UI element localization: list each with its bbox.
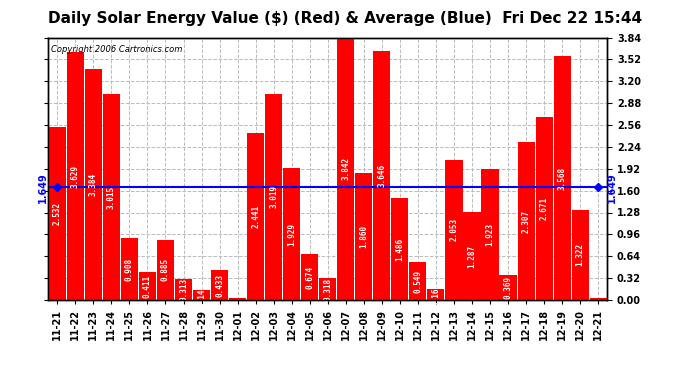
Bar bbox=[427, 288, 444, 300]
Text: Daily Solar Energy Value ($) (Red) & Average (Blue)  Fri Dec 22 15:44: Daily Solar Energy Value ($) (Red) & Ave… bbox=[48, 11, 642, 26]
Bar bbox=[103, 94, 120, 300]
Bar bbox=[85, 69, 102, 300]
Text: 0.674: 0.674 bbox=[305, 266, 314, 288]
Text: 1.649: 1.649 bbox=[607, 172, 617, 202]
Text: 3.015: 3.015 bbox=[107, 185, 116, 209]
Bar bbox=[175, 279, 192, 300]
Text: 3.646: 3.646 bbox=[377, 164, 386, 187]
Bar bbox=[590, 298, 607, 300]
Text: 1.860: 1.860 bbox=[359, 225, 368, 248]
Text: 2.671: 2.671 bbox=[540, 197, 549, 220]
Text: 1.287: 1.287 bbox=[468, 244, 477, 268]
Text: 0.369: 0.369 bbox=[504, 276, 513, 299]
Text: 3.384: 3.384 bbox=[89, 173, 98, 196]
Text: 2.053: 2.053 bbox=[449, 218, 458, 242]
Text: 3.842: 3.842 bbox=[342, 157, 351, 180]
Text: 3.568: 3.568 bbox=[558, 166, 566, 190]
Text: 1.929: 1.929 bbox=[287, 222, 296, 246]
Text: 0.411: 0.411 bbox=[143, 274, 152, 297]
Text: 0.433: 0.433 bbox=[215, 274, 224, 297]
Text: 0.908: 0.908 bbox=[125, 257, 134, 280]
Bar bbox=[464, 212, 480, 300]
Bar bbox=[518, 142, 535, 300]
Bar bbox=[319, 278, 336, 300]
Bar bbox=[301, 254, 318, 300]
Text: 0.141: 0.141 bbox=[197, 284, 206, 307]
Text: 2.307: 2.307 bbox=[522, 210, 531, 233]
Bar bbox=[211, 270, 228, 300]
Bar bbox=[571, 210, 589, 300]
Text: 0.318: 0.318 bbox=[323, 278, 333, 301]
Bar bbox=[337, 38, 355, 300]
Bar bbox=[482, 168, 499, 300]
Text: 0.549: 0.549 bbox=[413, 270, 422, 293]
Bar bbox=[49, 127, 66, 300]
Bar bbox=[229, 298, 246, 300]
Bar bbox=[157, 240, 174, 300]
Text: 2.532: 2.532 bbox=[53, 202, 62, 225]
Bar bbox=[355, 173, 373, 300]
Bar bbox=[535, 117, 553, 300]
Bar bbox=[139, 272, 156, 300]
Text: 2.441: 2.441 bbox=[251, 205, 260, 228]
Bar bbox=[500, 275, 517, 300]
Bar bbox=[445, 160, 462, 300]
Text: 1.923: 1.923 bbox=[486, 223, 495, 246]
Bar bbox=[121, 238, 138, 300]
Text: 0.313: 0.313 bbox=[179, 278, 188, 301]
Bar bbox=[553, 56, 571, 300]
Bar bbox=[373, 51, 391, 300]
Bar bbox=[283, 168, 300, 300]
Text: 0.168: 0.168 bbox=[431, 283, 440, 306]
Bar bbox=[67, 52, 84, 300]
Bar bbox=[265, 94, 282, 300]
Text: 3.629: 3.629 bbox=[71, 164, 80, 188]
Text: 0.885: 0.885 bbox=[161, 258, 170, 281]
Bar bbox=[247, 133, 264, 300]
Text: 1.322: 1.322 bbox=[575, 243, 584, 266]
Bar bbox=[193, 290, 210, 300]
Bar bbox=[409, 262, 426, 300]
Text: 3.019: 3.019 bbox=[269, 185, 278, 209]
Text: 1.649: 1.649 bbox=[39, 172, 48, 202]
Text: Copyright 2006 Cartronics.com: Copyright 2006 Cartronics.com bbox=[51, 45, 182, 54]
Text: 1.486: 1.486 bbox=[395, 238, 404, 261]
Bar bbox=[391, 198, 408, 300]
